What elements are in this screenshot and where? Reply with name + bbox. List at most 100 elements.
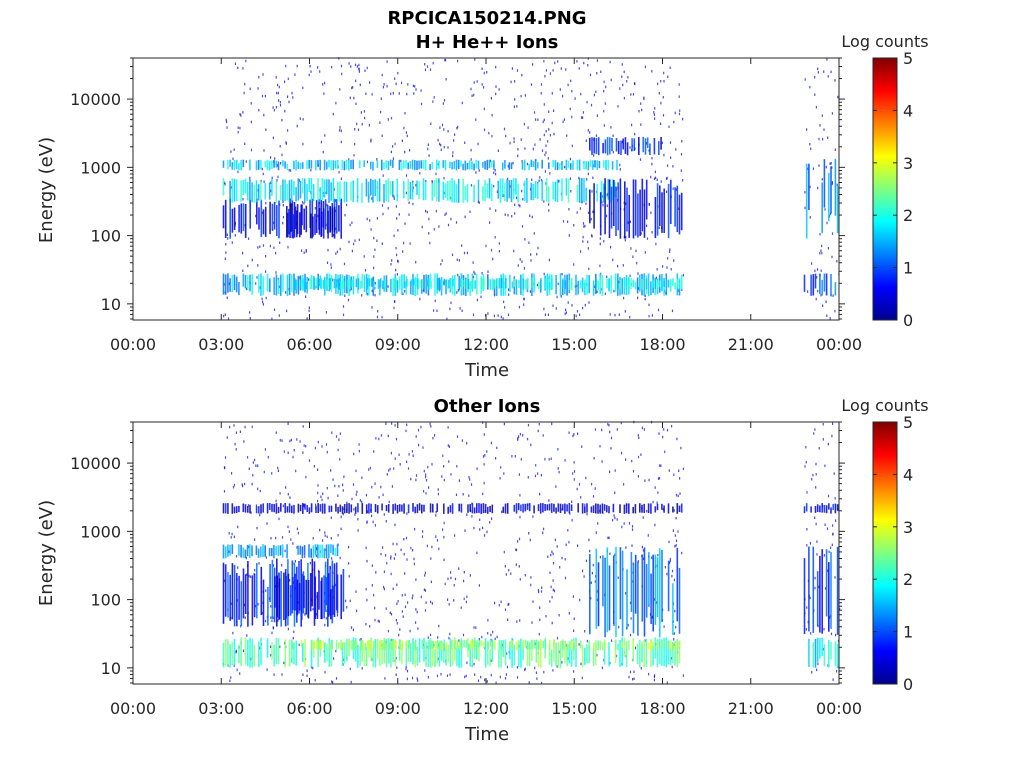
- speckle-mark: [831, 434, 833, 438]
- spectrogram-cell: [611, 179, 614, 201]
- spectrogram-cell: [506, 503, 509, 514]
- speckle-mark: [302, 86, 304, 90]
- spectrogram-cell: [450, 278, 452, 290]
- speckle-mark: [533, 111, 536, 114]
- spectrogram-cell: [808, 163, 810, 210]
- speckle-mark: [490, 441, 492, 445]
- speckle-mark: [230, 150, 232, 153]
- spectrogram-cell: [284, 179, 286, 201]
- spectrogram-cell: [498, 278, 501, 289]
- speckle-mark: [562, 120, 564, 124]
- spectrogram-cell: [387, 178, 390, 202]
- spectrogram-cell: [330, 544, 332, 554]
- speckle-mark: [582, 306, 584, 310]
- speckle-mark: [412, 180, 414, 184]
- speckle-mark: [656, 501, 658, 504]
- spectrogram-cell: [384, 639, 386, 651]
- speckle-mark: [804, 191, 806, 194]
- speckle-mark: [545, 130, 547, 133]
- spectrogram-cell: [650, 281, 652, 296]
- speckle-mark: [518, 565, 520, 568]
- speckle-mark: [619, 87, 621, 90]
- spectrogram-cell: [231, 503, 234, 514]
- spectrogram-cell: [396, 178, 398, 202]
- speckle-mark: [671, 424, 673, 428]
- speckle-mark: [811, 477, 813, 481]
- speckle-mark: [565, 308, 567, 312]
- speckle-mark: [314, 446, 316, 450]
- speckle-mark: [338, 485, 340, 488]
- speckle-mark: [514, 455, 516, 458]
- speckle-mark: [595, 90, 597, 94]
- speckle-mark: [383, 570, 385, 573]
- spectrogram-cell: [240, 159, 242, 171]
- speckle-mark: [592, 563, 594, 567]
- speckle-mark: [821, 114, 823, 117]
- spectrogram-cell: [361, 273, 364, 289]
- spectrogram-cell: [620, 140, 622, 155]
- spectrogram-cell: [428, 639, 430, 650]
- spectrogram-cell: [658, 280, 661, 288]
- speckle-mark: [283, 450, 285, 453]
- speckle-mark: [270, 616, 272, 619]
- spectrogram-cell: [269, 201, 271, 235]
- spectrogram-cell: [584, 282, 586, 296]
- speckle-mark: [599, 264, 601, 268]
- colorbar-label: Log counts: [841, 396, 928, 415]
- speckle-mark: [486, 71, 488, 74]
- speckle-mark: [250, 511, 252, 514]
- speckle-mark: [674, 609, 676, 613]
- speckle-mark: [336, 614, 339, 617]
- speckle-mark: [404, 572, 406, 575]
- spectrogram-cell: [373, 640, 375, 649]
- speckle-mark: [608, 424, 610, 427]
- spectrogram-cell: [422, 178, 425, 201]
- spectrogram-cell: [566, 645, 568, 667]
- speckle-mark: [356, 65, 358, 68]
- speckle-mark: [582, 222, 585, 225]
- speckle-mark: [229, 425, 231, 429]
- spectrogram-cell: [324, 199, 327, 230]
- spectrogram-cell: [554, 181, 557, 202]
- speckle-mark: [351, 497, 353, 501]
- spectrogram-cell: [611, 137, 613, 152]
- x-tick-label: 06:00: [286, 335, 332, 354]
- spectrogram-cell: [435, 178, 438, 202]
- speckle-mark: [499, 477, 501, 480]
- speckle-mark: [814, 516, 816, 519]
- spectrogram-cell: [407, 504, 410, 514]
- speckle-mark: [570, 79, 572, 83]
- spectrogram-cell: [326, 179, 328, 195]
- spectrogram-cell: [477, 179, 480, 201]
- spectrogram-cell: [431, 162, 434, 170]
- speckle-mark: [510, 572, 512, 575]
- spectrogram-cell: [482, 503, 485, 514]
- spectrogram-cell: [447, 644, 449, 663]
- spectrogram-cell: [286, 184, 289, 201]
- spectrogram-cell: [658, 638, 661, 664]
- speckle-mark: [471, 515, 473, 518]
- speckle-mark: [339, 88, 341, 91]
- spectrogram-cell: [329, 643, 331, 651]
- speckle-mark: [395, 619, 397, 622]
- speckle-mark: [274, 157, 276, 160]
- speckle-mark: [543, 200, 545, 203]
- spectrogram-cell: [559, 273, 562, 296]
- speckle-mark: [415, 260, 417, 264]
- spectrogram-cell: [476, 641, 478, 660]
- speckle-mark: [255, 282, 257, 285]
- speckle-mark: [463, 571, 465, 574]
- speckle-mark: [629, 146, 631, 149]
- spectrogram-cell: [621, 278, 623, 295]
- speckle-mark: [682, 179, 684, 182]
- speckle-mark: [419, 297, 421, 301]
- spectrogram-cell: [318, 278, 320, 286]
- speckle-mark: [603, 109, 605, 113]
- speckle-mark: [644, 297, 646, 301]
- y-axis-label: Energy (eV): [36, 137, 57, 243]
- spectrogram-cell: [641, 554, 644, 622]
- spectrogram-cell: [299, 504, 302, 512]
- spectrogram-cell: [805, 503, 808, 512]
- spectrogram-cell: [527, 640, 529, 650]
- speckle-mark: [681, 288, 683, 291]
